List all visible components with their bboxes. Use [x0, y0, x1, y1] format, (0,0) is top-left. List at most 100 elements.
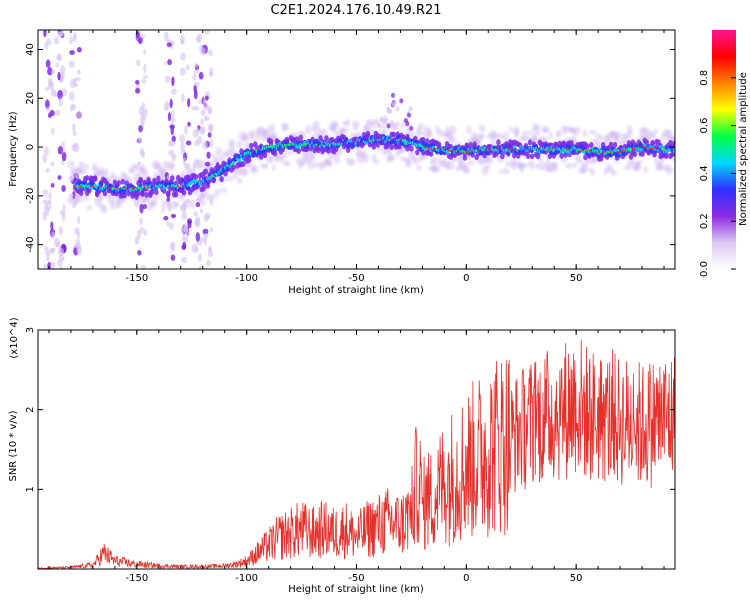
heatmap-cell	[271, 164, 276, 172]
heatmap-cell	[357, 157, 365, 164]
heatmap-cell	[608, 141, 614, 148]
heatmap-cell	[578, 148, 581, 152]
snr-x-tick-label: -150	[125, 573, 148, 584]
heatmap-cell	[177, 185, 180, 188]
spectrogram-y-tick-label: 40	[25, 43, 36, 56]
heatmap-cell	[45, 249, 51, 257]
heatmap-cell	[187, 121, 191, 127]
heatmap-cell	[143, 49, 147, 55]
heatmap-cell	[552, 148, 556, 151]
heatmap-cell	[185, 140, 192, 146]
heatmap-cell	[612, 141, 618, 148]
heatmap-cell	[55, 62, 60, 68]
heatmap-cell	[67, 160, 75, 169]
heatmap-cell	[57, 145, 64, 155]
heatmap-cell	[236, 140, 243, 149]
heatmap-cell	[386, 108, 391, 114]
heatmap-cell	[83, 180, 88, 186]
heatmap-cell	[204, 30, 211, 35]
heatmap-cell	[72, 142, 78, 149]
heatmap-cell	[48, 80, 55, 90]
heatmap-cell	[76, 245, 82, 256]
heatmap-cell	[559, 152, 564, 159]
heatmap-cell	[51, 127, 55, 136]
heatmap-cell	[49, 109, 55, 117]
heatmap-cell	[281, 151, 288, 160]
heatmap-cell	[283, 162, 291, 167]
heatmap-cell	[139, 217, 143, 226]
heatmap-cell	[162, 187, 167, 194]
snr-x-tick-label: 0	[463, 573, 469, 584]
heatmap-cell	[102, 205, 108, 213]
heatmap-cell	[209, 227, 213, 233]
heatmap-cell	[184, 125, 188, 135]
heatmap-cell	[193, 211, 198, 217]
heatmap-cell	[169, 98, 173, 109]
heatmap-cell	[186, 185, 191, 191]
heatmap-cell	[463, 164, 470, 174]
heatmap-cell	[196, 241, 202, 246]
heatmap-cell	[61, 256, 65, 262]
heatmap-cell	[582, 165, 588, 173]
heatmap-cell	[373, 159, 380, 165]
heatmap-cell	[252, 166, 259, 173]
heatmap-cell	[203, 168, 209, 175]
heatmap-cell	[62, 204, 66, 211]
heatmap-cell	[650, 132, 657, 141]
heatmap-cell	[232, 161, 235, 165]
heatmap-cell	[187, 98, 191, 108]
heatmap-cell	[496, 139, 501, 146]
heatmap-cell	[171, 242, 175, 252]
heatmap-cell	[167, 111, 172, 122]
heatmap-cell	[468, 141, 473, 148]
heatmap-cell	[421, 136, 426, 143]
heatmap-cell	[413, 157, 420, 165]
heatmap-cell	[47, 67, 53, 76]
heatmap-cell	[51, 231, 55, 239]
heatmap-cell	[534, 124, 541, 132]
heatmap-cell	[216, 188, 221, 195]
heatmap-cell	[466, 125, 472, 135]
heatmap-cell	[162, 160, 170, 169]
heatmap-cell	[247, 156, 252, 163]
heatmap-cell	[59, 247, 64, 257]
heatmap-cell	[173, 191, 179, 198]
heatmap-cell	[672, 156, 675, 162]
heatmap-cell	[136, 190, 141, 197]
colorbar-ticks: 0.0 0.2 0.4 0.6 0.8	[699, 70, 736, 277]
heatmap-cell	[44, 86, 50, 91]
heatmap-cell	[379, 117, 384, 123]
heatmap-cell	[102, 190, 108, 197]
heatmap-cell	[101, 168, 109, 179]
heatmap-cell	[582, 129, 588, 138]
heatmap-cell	[43, 30, 47, 38]
heatmap-cell	[535, 153, 541, 160]
heatmap-cell	[500, 153, 505, 160]
heatmap-cell	[479, 124, 486, 133]
heatmap-cell	[181, 211, 188, 221]
heatmap-cell	[166, 220, 170, 227]
heatmap-cell	[202, 228, 209, 235]
heatmap-cell	[138, 183, 143, 189]
heatmap-cell	[363, 153, 369, 163]
heatmap-cell	[169, 140, 176, 147]
heatmap-cell	[43, 246, 49, 251]
heatmap-cell	[503, 131, 509, 142]
heatmap-cell	[583, 154, 588, 161]
spectrogram-x-tick-label: 50	[570, 273, 583, 284]
heatmap-cell	[195, 216, 201, 224]
heatmap-cell	[139, 226, 144, 234]
spectrogram-x-tick-label: 0	[463, 273, 469, 284]
snr-y-tick-label: 1	[25, 486, 36, 492]
colorbar: 0.0 0.2 0.4 0.6 0.8 Normalized spectral ampl…	[699, 30, 749, 277]
heatmap-cell	[192, 129, 199, 138]
heatmap-cell	[415, 164, 422, 171]
heatmap-cell	[137, 249, 142, 256]
heatmap-cell	[170, 153, 177, 158]
heatmap-cell	[207, 251, 214, 258]
heatmap-cell	[331, 122, 339, 132]
heatmap-cell	[139, 115, 145, 125]
heatmap-cell	[657, 163, 665, 171]
heatmap-cell	[610, 170, 617, 177]
heatmap-cell	[75, 77, 81, 82]
